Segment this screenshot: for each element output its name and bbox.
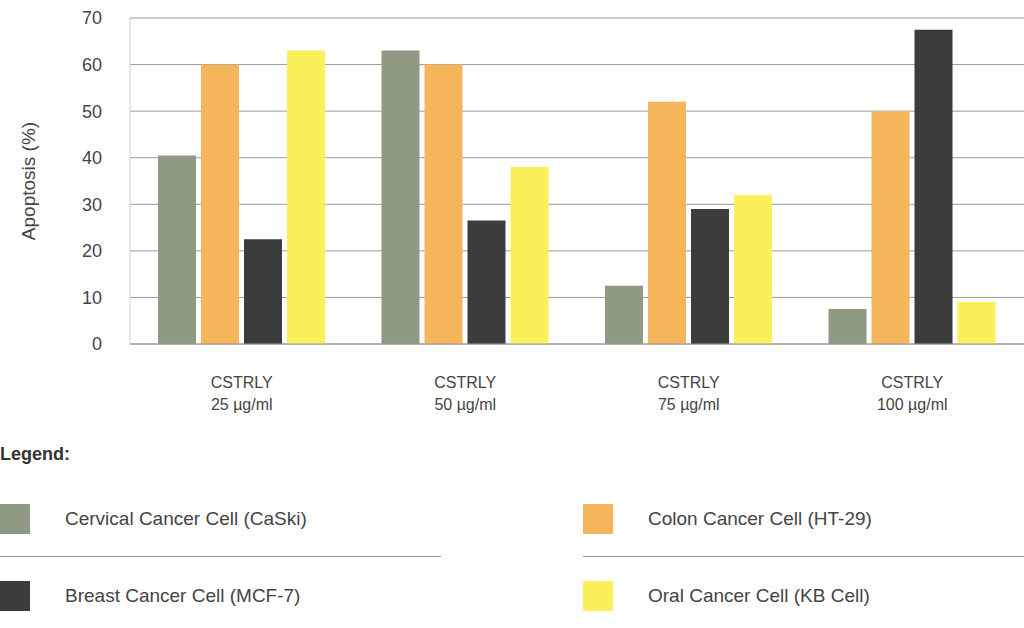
svg-text:Apoptosis (%): Apoptosis (%) [18, 122, 39, 240]
svg-text:CSTRLY75 µg/ml: CSTRLY75 µg/ml [658, 374, 720, 413]
html-text:Legend:: Legend: [0, 444, 70, 464]
html-text:Colon Cancer Cell (HT-29): Colon Cancer Cell (HT-29) [648, 508, 872, 529]
svg-text:CSTRLY25 µg/ml: CSTRLY25 µg/ml [211, 374, 273, 413]
svg-text:20: 20 [82, 241, 102, 261]
html-text:Breast Cancer Cell (MCF-7): Breast Cancer Cell (MCF-7) [65, 585, 301, 606]
svg-text:30: 30 [82, 195, 102, 215]
svg-text:50: 50 [82, 102, 102, 122]
svg-text:0: 0 [92, 334, 102, 354]
svg-text:60: 60 [82, 55, 102, 75]
svg-text:40: 40 [82, 148, 102, 168]
svg-text:CSTRLY50 µg/ml: CSTRLY50 µg/ml [434, 374, 496, 413]
svg-text:10: 10 [82, 288, 102, 308]
svg-text:70: 70 [82, 8, 102, 28]
html-text:Oral Cancer Cell (KB Cell): Oral Cancer Cell (KB Cell) [648, 585, 870, 606]
html-text:Cervical Cancer Cell (CaSki): Cervical Cancer Cell (CaSki) [65, 508, 307, 529]
svg-text:CSTRLY100 µg/ml: CSTRLY100 µg/ml [877, 374, 948, 413]
